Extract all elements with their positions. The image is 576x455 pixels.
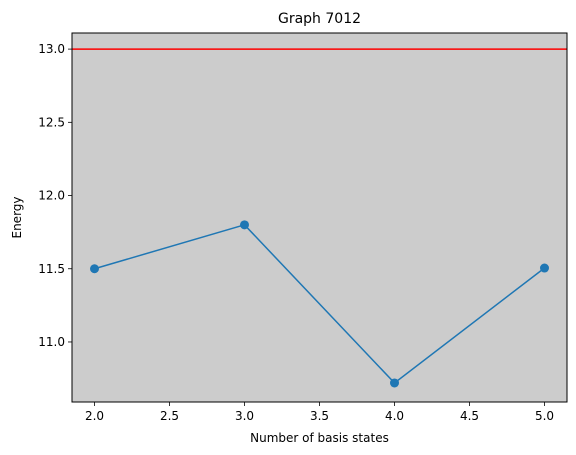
x-axis-ticks: 2.0 2.5 3.0 3.5 4.0 4.5 5.0: [85, 402, 554, 423]
y-tick-label: 11.0: [38, 335, 65, 349]
x-axis-label: Number of basis states: [250, 431, 389, 445]
x-tick-label: 4.5: [460, 409, 479, 423]
y-tick-label: 12.0: [38, 189, 65, 203]
y-axis-label: Energy: [10, 196, 24, 238]
y-tick-label: 12.5: [38, 115, 65, 129]
chart-title: Graph 7012: [278, 11, 361, 27]
y-tick-label: 13.0: [38, 42, 65, 56]
data-point: [540, 263, 549, 273]
series-line-0: [94, 223, 545, 384]
x-tick-label: 2.5: [160, 409, 179, 423]
data-point: [390, 378, 399, 388]
x-tick-label: 3.5: [310, 409, 329, 423]
y-tick-label: 11.5: [38, 262, 65, 276]
x-tick-label: 3.0: [235, 409, 254, 423]
series-layer: [90, 220, 549, 388]
x-tick-label: 5.0: [535, 409, 554, 423]
data-point: [90, 264, 99, 274]
x-tick-label: 2.0: [85, 409, 104, 423]
y-axis-ticks: 11.0 11.5 12.0 12.5 13.0: [38, 42, 72, 349]
plot-area: [72, 33, 567, 402]
x-tick-label: 4.0: [385, 409, 404, 423]
data-point: [240, 220, 249, 230]
